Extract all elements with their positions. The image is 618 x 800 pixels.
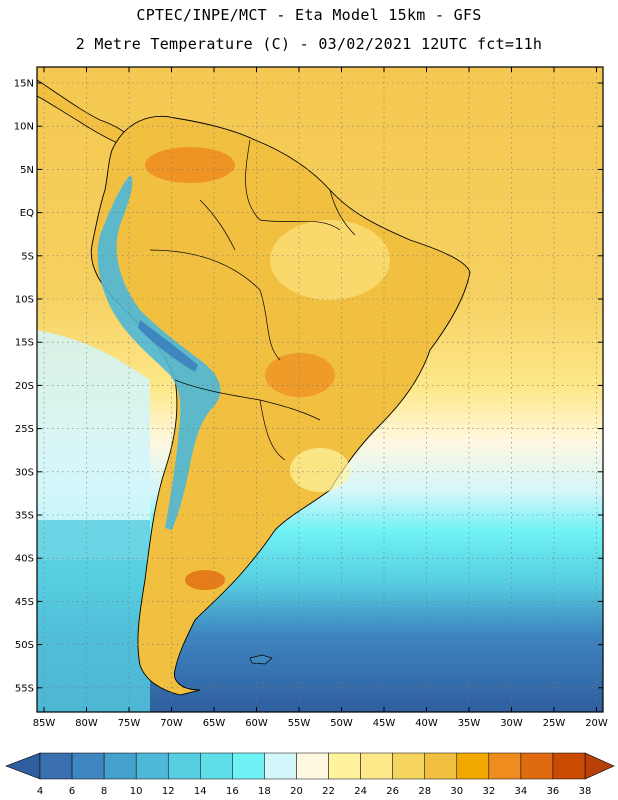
lat-label: EQ bbox=[20, 208, 34, 219]
lon-label: 35W bbox=[458, 718, 481, 729]
lat-label: 55S bbox=[15, 683, 34, 694]
lon-label: 60W bbox=[245, 718, 268, 729]
lon-label: 30W bbox=[500, 718, 523, 729]
lat-label: 5N bbox=[20, 165, 34, 176]
latitude-labels: 15N 10N 5N EQ 5S 10S 15S 20S 25S 30S 35S 40S 45S 50S 5… bbox=[14, 79, 34, 695]
lon-label: 20W bbox=[585, 718, 608, 729]
lat-label: 45S bbox=[15, 597, 34, 608]
pacific-cool-region bbox=[37, 330, 150, 560]
map-title: CPTEC/INPE/MCT - Eta Model 15km - GFS bbox=[136, 6, 482, 24]
warm-region-northeast bbox=[145, 147, 235, 183]
lat-label: 5S bbox=[21, 251, 34, 262]
lat-label: 50S bbox=[15, 640, 34, 651]
map-frame bbox=[36, 66, 604, 713]
andes-cold-ridge bbox=[97, 175, 221, 530]
lon-label: 55W bbox=[288, 718, 311, 729]
lon-label: 65W bbox=[203, 718, 226, 729]
andes-coldest-core bbox=[138, 320, 198, 372]
warm-region-patagonia bbox=[185, 570, 225, 590]
lon-label: 80W bbox=[75, 718, 98, 729]
pacific-cold-region bbox=[37, 520, 150, 712]
falkland-islands bbox=[249, 654, 273, 665]
lat-label: 15N bbox=[14, 79, 34, 90]
mild-region-south bbox=[290, 448, 350, 492]
lon-label: 45W bbox=[373, 718, 396, 729]
axis-ticks bbox=[37, 67, 603, 712]
lon-label: 50W bbox=[330, 718, 353, 729]
lon-label: 40W bbox=[415, 718, 438, 729]
lon-label: 85W bbox=[33, 718, 56, 729]
longitude-labels: 85W 80W 75W 70W 65W 60W 55W 50W 45W 40W 35W 30W 25W 2… bbox=[33, 718, 608, 729]
lon-label: 75W bbox=[118, 718, 141, 729]
lat-label: 15S bbox=[15, 338, 34, 349]
lat-label: 20S bbox=[15, 381, 34, 392]
lat-label: 10S bbox=[15, 295, 34, 306]
lat-label: 10N bbox=[14, 122, 34, 133]
country-borders bbox=[149, 139, 356, 461]
lon-label: 25W bbox=[543, 718, 566, 729]
lat-label: 25S bbox=[15, 424, 34, 435]
lon-label: 70W bbox=[160, 718, 183, 729]
warm-region-center bbox=[265, 353, 335, 397]
map-subtitle: 2 Metre Temperature (C) - 03/02/2021 12U… bbox=[75, 35, 543, 53]
mild-region-north bbox=[270, 220, 390, 300]
lat-label: 30S bbox=[15, 467, 34, 478]
lat-label: 40S bbox=[15, 554, 34, 565]
lat-label: 35S bbox=[15, 511, 34, 522]
